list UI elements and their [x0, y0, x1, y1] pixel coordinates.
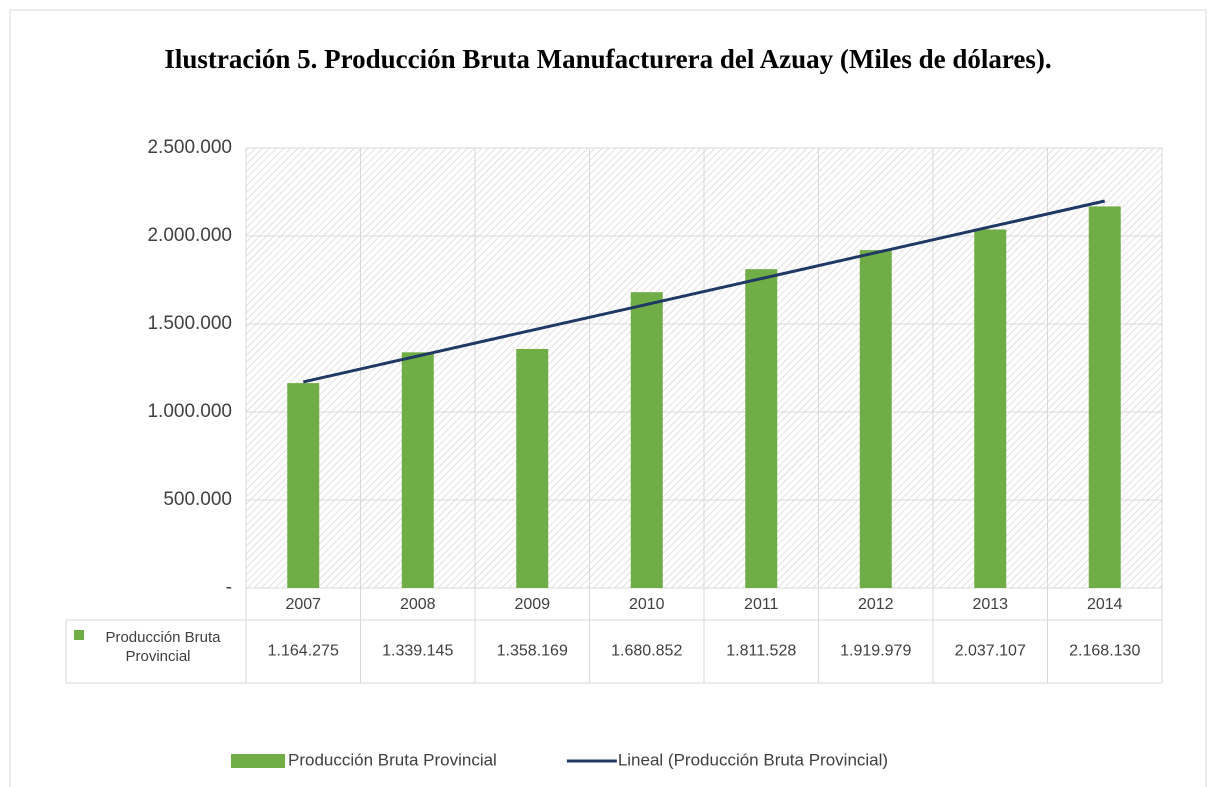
bar [974, 229, 1007, 588]
row-header-text: Producción Bruta Provincial [105, 629, 221, 665]
table-value: 2.037.107 [955, 643, 1026, 660]
table-row-header: Producción Bruta Provincial [105, 629, 221, 665]
bar [859, 250, 892, 589]
trend-line [302, 199, 1106, 384]
bar [1088, 206, 1121, 588]
y-tick-label: 1.500.000 [147, 313, 232, 334]
y-tick-label: 1.000.000 [147, 401, 232, 422]
table-value: 1.358.169 [497, 643, 568, 660]
table-value: 1.339.145 [382, 643, 453, 660]
chart-title: Ilustración 5. Producción Bruta Manufact… [164, 44, 1051, 74]
legend-label: Producción Bruta Provincial [288, 750, 497, 769]
table-value: 1.919.979 [840, 643, 911, 660]
legend-label: Lineal (Producción Bruta Provincial) [618, 750, 888, 769]
x-tick-label: 2009 [514, 596, 550, 613]
table-value: 1.811.528 [726, 643, 796, 660]
table-legend-key [74, 630, 84, 640]
table-value: 2.168.130 [1069, 643, 1140, 660]
x-tick-label: 2012 [858, 596, 894, 613]
bar [516, 348, 549, 588]
x-tick-label: 2014 [1087, 596, 1123, 613]
bar [630, 292, 663, 588]
bar [745, 269, 778, 588]
y-tick-label: - [226, 577, 232, 598]
table-value: 1.164.275 [268, 643, 339, 660]
x-tick-label: 2007 [285, 596, 321, 613]
y-tick-label: 2.500.000 [147, 137, 232, 158]
x-tick-label: 2011 [744, 596, 779, 613]
x-tick-label: 2010 [629, 596, 665, 613]
y-tick-label: 2.000.000 [147, 225, 232, 246]
bar [401, 352, 434, 588]
table-value: 1.680.852 [611, 643, 682, 660]
legend-key [231, 754, 285, 768]
x-tick-label: 2013 [972, 596, 1008, 613]
bar [287, 383, 320, 588]
x-tick-label: 2008 [400, 596, 436, 613]
y-tick-label: 500.000 [163, 489, 232, 510]
